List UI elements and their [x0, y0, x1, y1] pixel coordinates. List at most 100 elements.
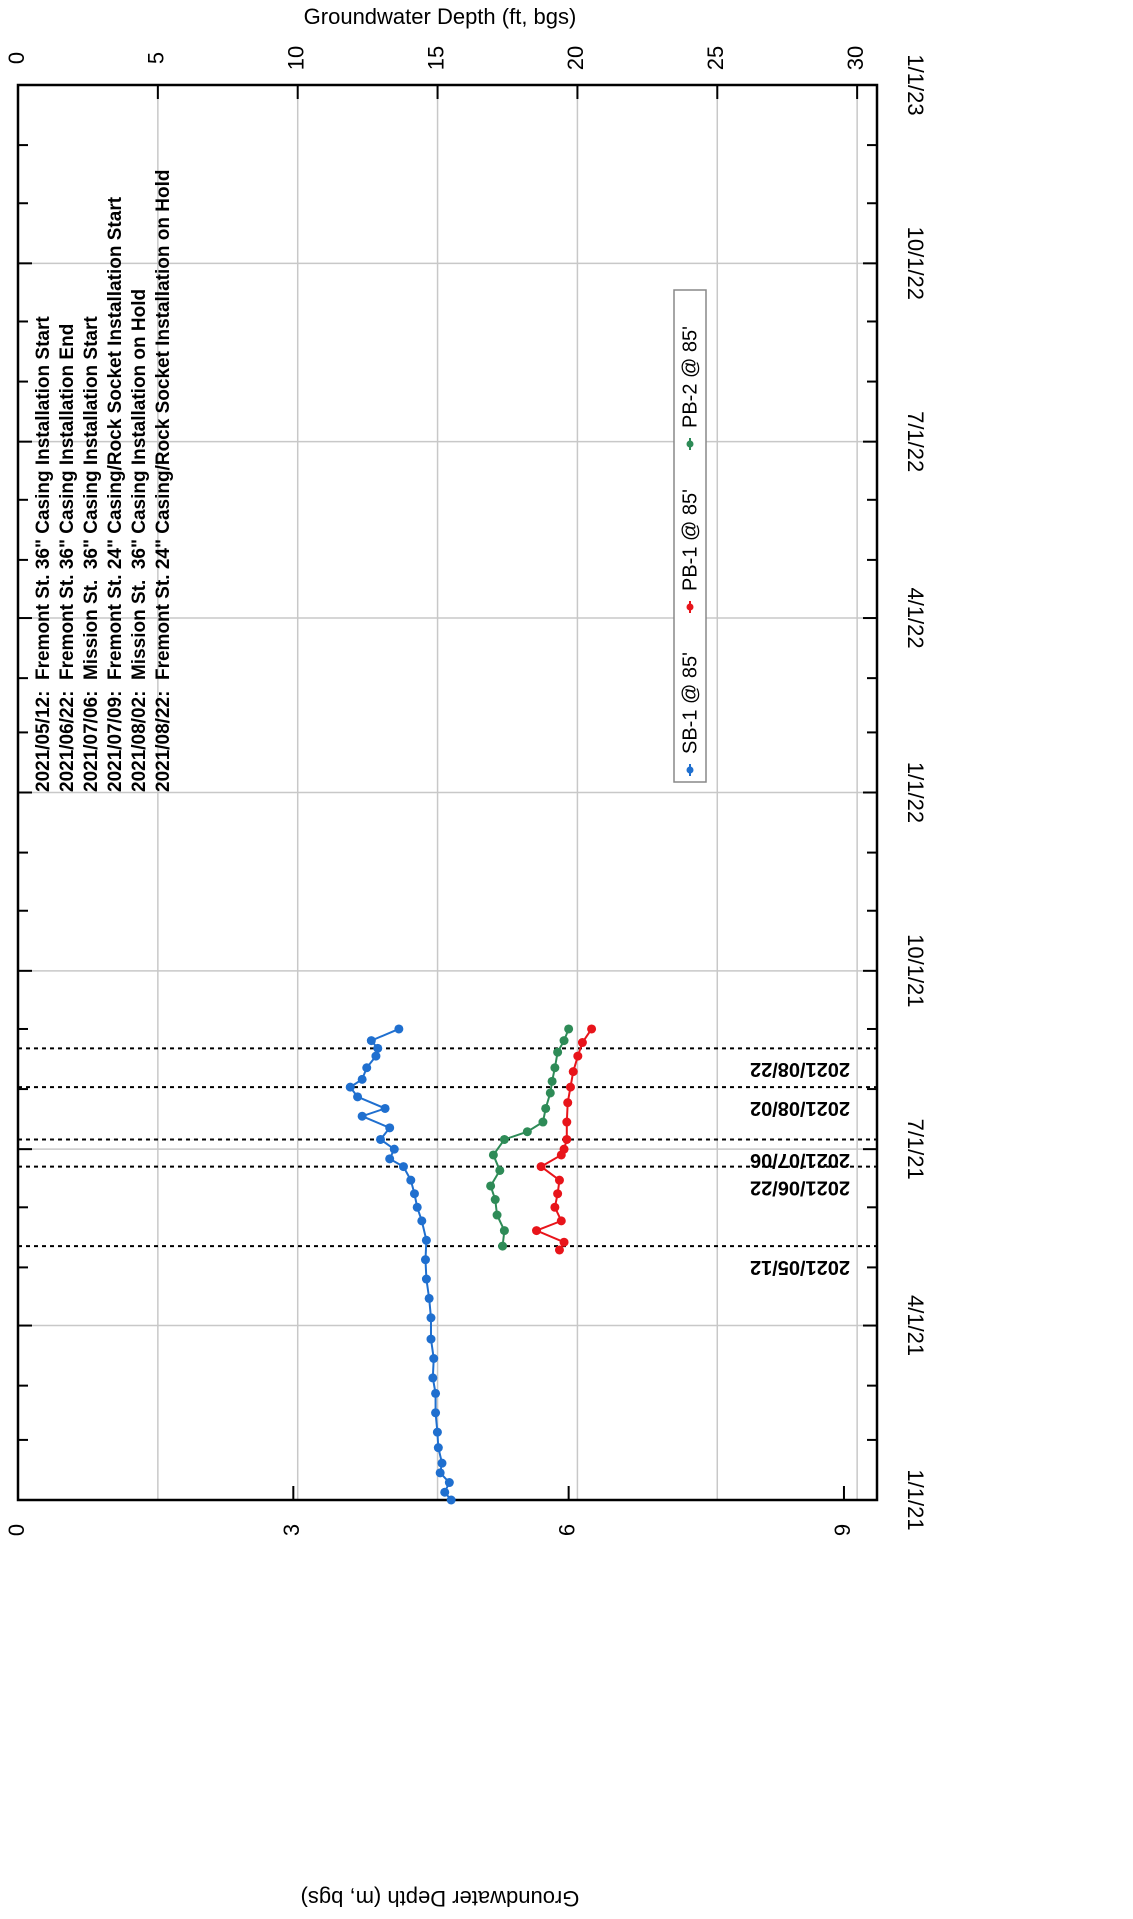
annotation: 2021/08/02: Mission St. 36" Casing Insta…: [129, 289, 150, 792]
data-point: [385, 1123, 395, 1133]
data-point: [499, 1134, 509, 1144]
data-point: [498, 1241, 508, 1251]
data-point: [431, 1388, 441, 1398]
data-point: [429, 1354, 439, 1363]
data-point: [420, 1255, 430, 1265]
date-tick-label: 1/1/21: [903, 1469, 928, 1530]
data-point: [550, 1063, 560, 1073]
legend-swatch: [686, 603, 694, 611]
data-point: [577, 1038, 587, 1048]
data-point: [353, 1092, 363, 1102]
data-point: [432, 1427, 442, 1437]
legend-label: SB-1 @ 85': [679, 652, 701, 754]
data-point: [553, 1189, 563, 1199]
data-point: [435, 1468, 445, 1478]
data-point: [536, 1162, 546, 1172]
x2-tick-label: 10: [284, 46, 309, 70]
data-point: [433, 1443, 443, 1453]
data-point: [488, 1150, 498, 1160]
data-point: [492, 1210, 502, 1220]
y-axis-title: Groundwater Depth (m, bgs): [301, 1886, 580, 1911]
data-point: [568, 1067, 578, 1077]
data-point: [495, 1165, 505, 1175]
event-label: 2021/07/06: [750, 1149, 850, 1171]
event-label: 2021/06/22: [750, 1176, 850, 1198]
data-point: [362, 1063, 372, 1073]
x2-tick-label: 0: [4, 52, 29, 64]
data-point: [437, 1458, 447, 1468]
date-tick-label: 10/1/22: [903, 227, 928, 300]
data-point: [550, 1202, 560, 1212]
data-point: [559, 1237, 569, 1247]
data-point: [541, 1103, 551, 1113]
event-label: 2021/08/02: [750, 1097, 850, 1119]
data-point: [440, 1487, 450, 1497]
data-point: [554, 1245, 564, 1255]
data-point: [426, 1334, 436, 1344]
data-point: [522, 1127, 532, 1137]
data-point: [385, 1154, 395, 1164]
date-tick-label: 4/1/22: [903, 587, 928, 648]
data-point: [563, 1098, 573, 1108]
data-point: [559, 1144, 569, 1154]
date-tick-label: 7/1/22: [903, 411, 928, 472]
data-point: [486, 1181, 496, 1191]
date-tick-label: 4/1/21: [903, 1295, 928, 1356]
data-point: [357, 1111, 367, 1121]
legend-box: [673, 289, 707, 783]
data-point: [380, 1103, 390, 1113]
date-tick-label: 10/1/21: [903, 934, 928, 1007]
data-point: [564, 1024, 574, 1034]
data-point: [394, 1024, 404, 1034]
data-point: [373, 1043, 383, 1053]
x2-tick-label: 5: [144, 52, 169, 64]
data-point: [406, 1175, 416, 1185]
data-point: [490, 1195, 500, 1205]
x-tick-label: 0: [4, 1524, 29, 1536]
data-point: [357, 1074, 367, 1084]
legend-swatch: [686, 440, 694, 448]
data-point: [366, 1036, 376, 1046]
data-point: [424, 1293, 434, 1303]
data-point: [428, 1373, 438, 1383]
date-tick-label: 1/1/22: [903, 762, 928, 823]
data-point: [545, 1088, 555, 1098]
data-point: [409, 1189, 419, 1199]
data-point: [431, 1408, 441, 1418]
date-tick-label: 7/1/21: [903, 1119, 928, 1180]
data-point: [398, 1162, 408, 1172]
x-tick-label: 3: [279, 1524, 304, 1536]
event-label: 2021/05/12: [750, 1256, 850, 1278]
annotation: 2021/07/09: Fremont St. 24" Casing/Rock …: [105, 196, 126, 792]
data-point: [554, 1175, 564, 1185]
x-tick-label: 9: [830, 1524, 855, 1536]
data-point: [444, 1478, 454, 1488]
data-point: [446, 1495, 456, 1505]
event-label: 2021/08/22: [750, 1058, 850, 1080]
data-point: [565, 1082, 575, 1092]
data-point: [562, 1134, 572, 1144]
annotation: 2021/06/22: Fremont St. 36" Casing Insta…: [57, 324, 78, 792]
data-point: [547, 1076, 557, 1086]
data-point: [345, 1082, 355, 1092]
data-point: [376, 1134, 386, 1144]
x2-tick-label: 30: [843, 46, 868, 70]
data-point: [421, 1274, 431, 1284]
legend-label: PB-1 @ 85': [679, 489, 701, 591]
x-tick-label: 6: [554, 1524, 579, 1536]
data-point: [562, 1117, 572, 1127]
data-point: [587, 1024, 597, 1034]
data-point: [538, 1117, 548, 1127]
data-point: [553, 1047, 563, 1057]
x2-tick-label: 15: [423, 46, 448, 70]
annotation: 2021/05/12: Fremont St. 36" Casing Insta…: [33, 316, 54, 792]
data-point: [412, 1202, 422, 1212]
data-point: [389, 1144, 399, 1154]
data-point: [499, 1226, 509, 1236]
data-point: [556, 1216, 566, 1226]
data-point: [573, 1051, 583, 1061]
x2-tick-label: 20: [563, 46, 588, 70]
data-point: [426, 1313, 436, 1323]
legend-swatch: [686, 766, 694, 774]
